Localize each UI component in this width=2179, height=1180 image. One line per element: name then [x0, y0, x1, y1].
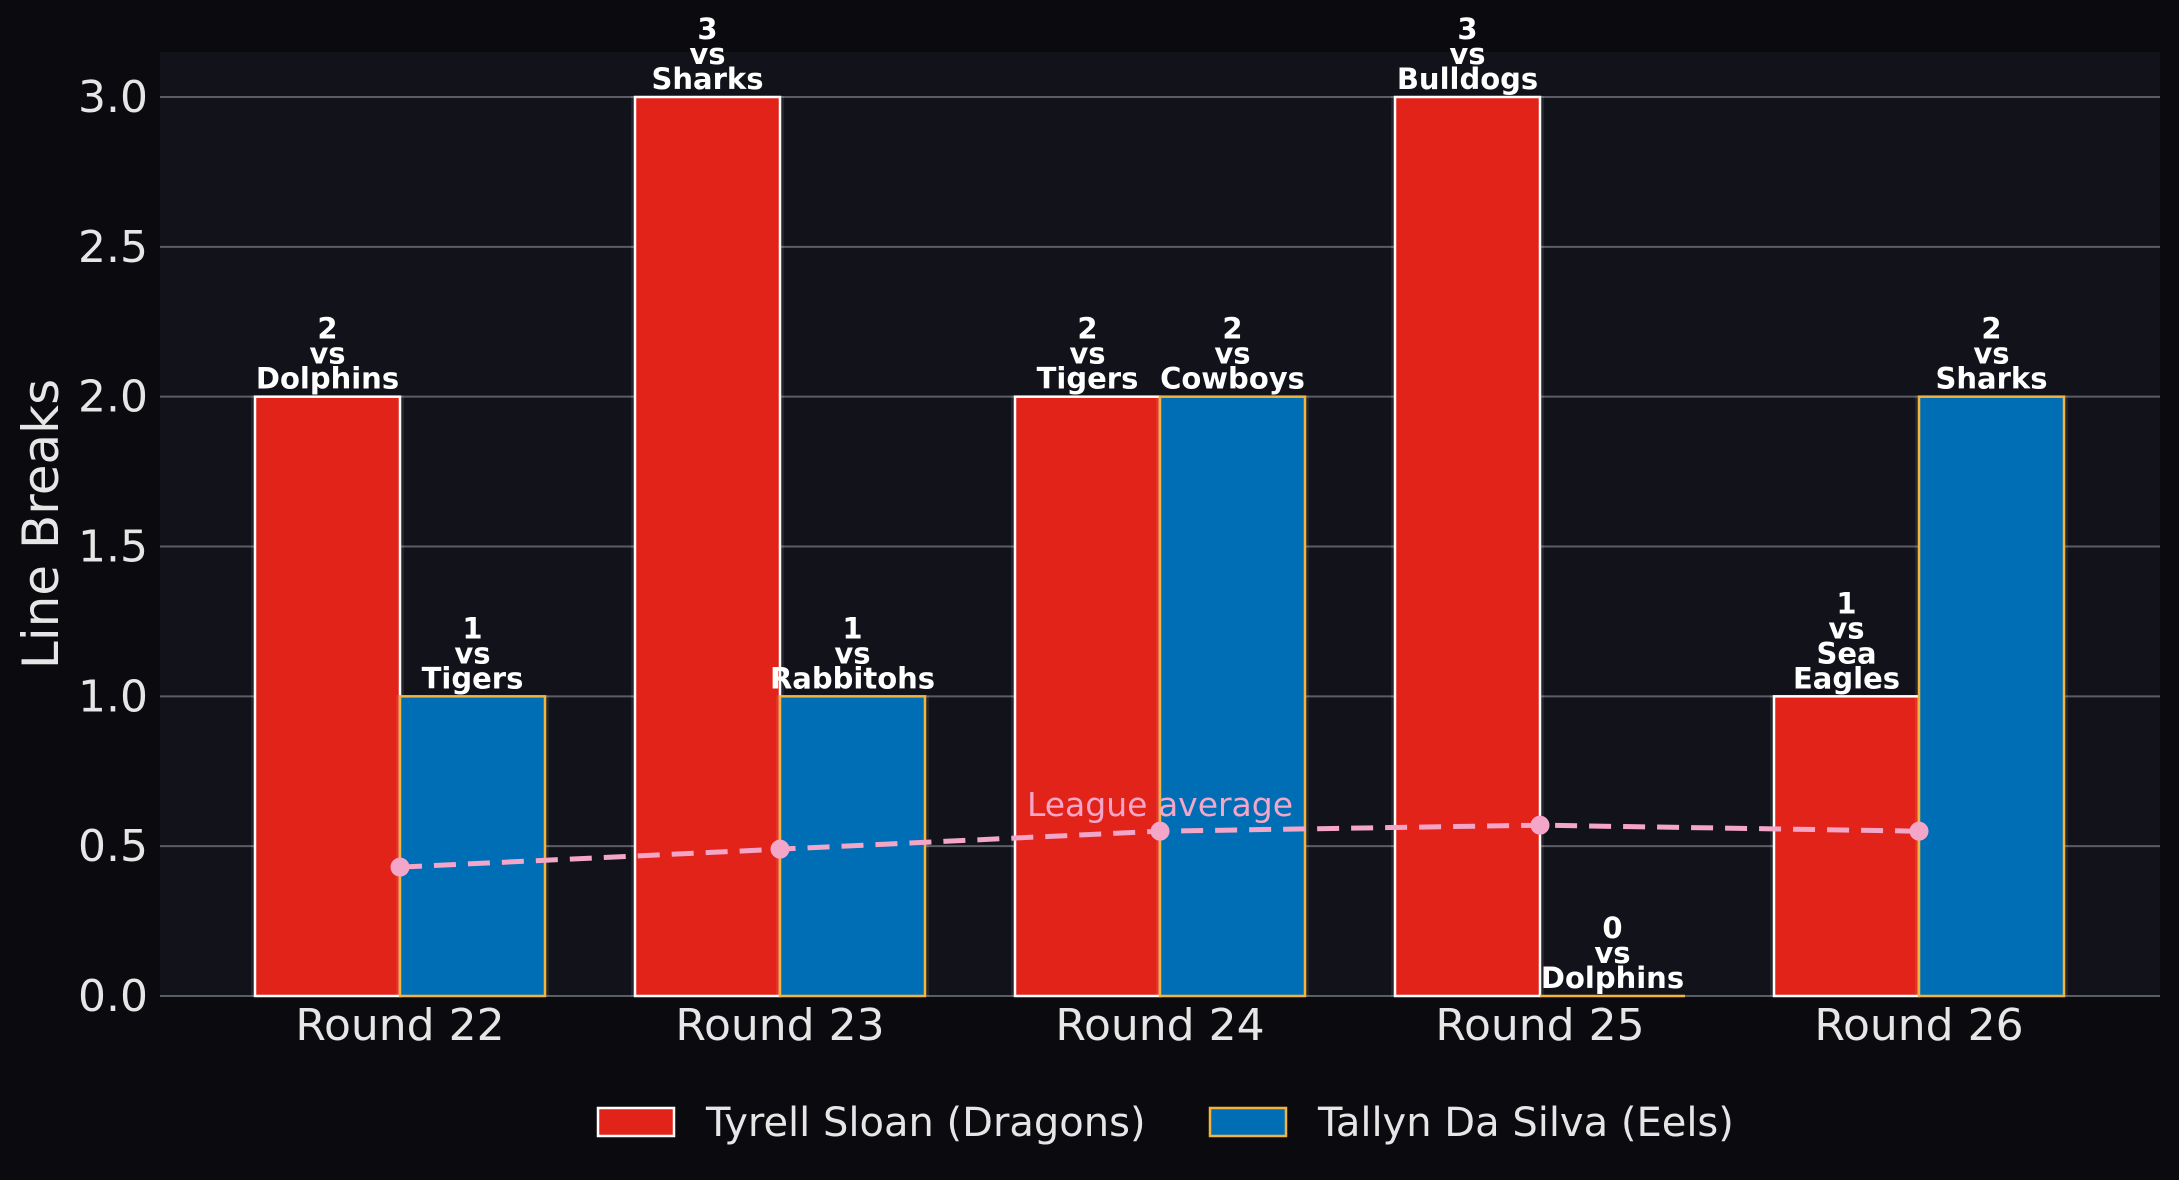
league-average-point — [1150, 821, 1170, 841]
y-tick-label: 2.5 — [78, 222, 148, 273]
y-tick-label: 2.0 — [78, 372, 148, 423]
bar-value-label-line: Cowboys — [1160, 362, 1305, 396]
bar-value-label-line: vs — [834, 636, 870, 670]
bar-value-label-line: Sea — [1816, 636, 1876, 670]
bar-value-label-line: 3 — [697, 12, 717, 46]
bar-value-label-line: 2 — [1222, 312, 1242, 346]
y-tick-label: 1.5 — [78, 522, 148, 573]
y-tick-label: 3.0 — [78, 72, 148, 123]
bar-tyrell-sloan[interactable] — [1393, 95, 1542, 998]
bar-value-label: 1 vs Rabbitohs — [770, 611, 935, 695]
legend-label[interactable]: Tallyn Da Silva (Eels) — [1317, 1100, 1734, 1146]
bar-value-label-line: vs — [454, 636, 490, 670]
y-axis-ticks: 0.0 0.5 1.0 1.5 2.0 2.5 3.0 — [78, 72, 148, 1022]
legend[interactable]: Tyrell Sloan (Dragons) Tallyn Da Silva (E… — [596, 1100, 1734, 1146]
bar-value-label-line: vs — [1214, 337, 1250, 371]
y-axis-title: Line Breaks — [12, 379, 70, 669]
x-axis-ticks: Round 22 Round 23 Round 24 Round 25 Round 26 — [295, 1000, 2023, 1051]
bar-value-label-line: 1 — [842, 611, 862, 645]
bar-value-label-line: Tigers — [422, 661, 524, 695]
bar-value-label-line: 3 — [1457, 12, 1477, 46]
x-tick-label: Round 23 — [675, 1000, 884, 1051]
league-average-point — [1909, 821, 1929, 841]
y-tick-label: 1.0 — [78, 671, 148, 722]
league-average-point — [770, 839, 790, 859]
bar-value-label-line: Bulldogs — [1397, 62, 1538, 96]
bar-value-label-line: vs — [1594, 936, 1630, 970]
bar-value-label-line: Sharks — [1936, 362, 2048, 396]
legend-label[interactable]: Tyrell Sloan (Dragons) — [705, 1100, 1146, 1146]
bar-value-label: 2 vs Cowboys — [1160, 312, 1305, 396]
league-average-label: League average — [1027, 785, 1293, 824]
bar-value-label-line: vs — [1973, 337, 2009, 371]
bar-tallyn-da-silva[interactable] — [1917, 395, 2066, 998]
bar-value-label-line: Dolphins — [256, 362, 399, 396]
league-average-line: League average — [390, 785, 1929, 877]
league-average-point — [390, 857, 410, 877]
bar-value-label-line: 2 — [1077, 312, 1097, 346]
y-tick-label: 0.0 — [78, 971, 148, 1022]
bar-value-label: 3 vs Bulldogs — [1397, 12, 1538, 96]
bar-tyrell-sloan[interactable] — [1772, 695, 1921, 998]
legend-swatch[interactable] — [596, 1106, 676, 1138]
bar-value-label-line: 1 — [1836, 586, 1856, 620]
bar-value-label: 2 vs Sharks — [1936, 312, 2048, 396]
bar-value-label-line: vs — [1069, 337, 1105, 371]
x-tick-label: Round 25 — [1435, 1000, 1644, 1051]
bar-value-label-line: 0 — [1602, 911, 1622, 945]
bar-value-label-line: vs — [689, 37, 725, 71]
bar-value-label: 2 vs Dolphins — [256, 312, 399, 396]
bar-value-label: 0 vs Dolphins — [1541, 911, 1684, 995]
bar-value-label-line: vs — [1828, 611, 1864, 645]
bar-tallyn-da-silva[interactable] — [398, 695, 547, 998]
x-tick-label: Round 22 — [295, 1000, 504, 1051]
bar-value-label-line: vs — [309, 337, 345, 371]
bar-tyrell-sloan[interactable] — [1013, 395, 1162, 998]
bar-tyrell-sloan[interactable] — [633, 95, 782, 998]
bar-value-label-line: vs — [1449, 37, 1485, 71]
bar-value-label-line: Tigers — [1037, 362, 1139, 396]
bar-value-label: 2 vs Tigers — [1037, 312, 1139, 396]
league-average-point — [1530, 815, 1550, 835]
bar-value-label-line: 2 — [1981, 312, 2001, 346]
y-tick-label: 0.5 — [78, 821, 148, 872]
bar-value-label-line: 2 — [317, 312, 337, 346]
bars — [251, 95, 2068, 998]
bar-value-label-line: Rabbitohs — [770, 661, 935, 695]
bar-tallyn-da-silva[interactable] — [1158, 395, 1307, 998]
x-tick-label: Round 26 — [1814, 1000, 2023, 1051]
bar-value-label: 1 vs Tigers — [422, 611, 524, 695]
bar-value-label-line: 1 — [462, 611, 482, 645]
bar-value-label-line: Eagles — [1793, 661, 1900, 695]
bar-value-label-line: Sharks — [652, 62, 764, 96]
bar-value-label: 1 vs Sea Eagles — [1793, 586, 1900, 695]
bar-tyrell-sloan[interactable] — [253, 395, 402, 998]
bar-value-label-line: Dolphins — [1541, 961, 1684, 995]
legend-swatch[interactable] — [1208, 1106, 1288, 1138]
x-tick-label: Round 24 — [1055, 1000, 1264, 1051]
bar-value-label: 3 vs Sharks — [652, 12, 764, 96]
